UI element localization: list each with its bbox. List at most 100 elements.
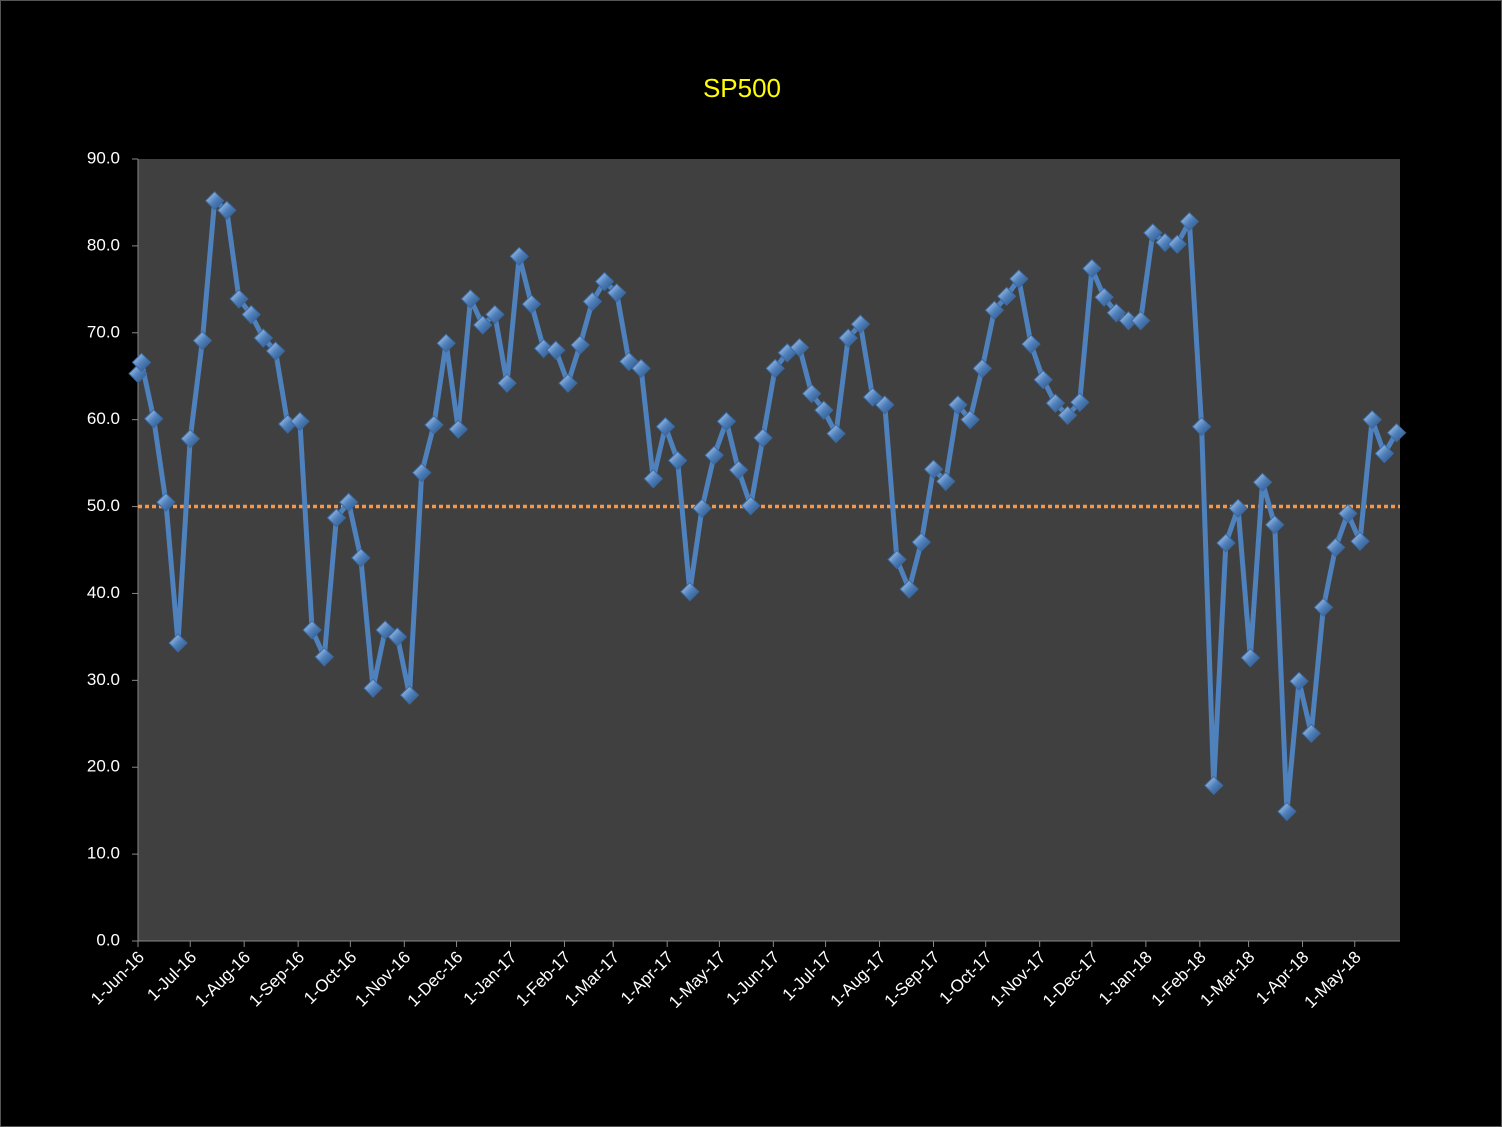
data-point bbox=[1228, 498, 1248, 519]
data-point bbox=[972, 358, 992, 379]
data-point bbox=[1167, 234, 1187, 254]
data-point bbox=[351, 548, 371, 568]
data-point bbox=[1021, 334, 1041, 354]
data-point bbox=[643, 469, 663, 489]
data-point bbox=[814, 400, 834, 420]
data-point bbox=[1362, 409, 1382, 430]
data-point bbox=[204, 190, 225, 211]
y-tick-label: 10.0 bbox=[87, 844, 120, 863]
data-point bbox=[156, 492, 176, 512]
data-point bbox=[412, 462, 432, 483]
data-point bbox=[460, 289, 481, 309]
data-point bbox=[338, 492, 359, 512]
data-point bbox=[875, 395, 895, 415]
data-point bbox=[716, 411, 737, 432]
data-point bbox=[1033, 369, 1053, 390]
data-point bbox=[168, 633, 188, 653]
data-point bbox=[326, 508, 347, 528]
data-point bbox=[1338, 503, 1358, 524]
data-point bbox=[570, 335, 590, 355]
data-point bbox=[631, 358, 651, 379]
data-point bbox=[302, 620, 322, 640]
data-point bbox=[582, 291, 603, 312]
data-point bbox=[497, 373, 517, 393]
plot-area bbox=[138, 159, 1400, 941]
data-point bbox=[899, 579, 919, 599]
data-point bbox=[192, 330, 213, 351]
data-point bbox=[1045, 393, 1066, 413]
data-point bbox=[984, 300, 1005, 320]
data-point bbox=[533, 338, 554, 359]
data-point bbox=[1216, 533, 1236, 553]
data-point bbox=[1179, 211, 1200, 232]
data-point bbox=[1301, 723, 1321, 744]
y-tick-label: 50.0 bbox=[87, 496, 120, 515]
y-tick-label: 90.0 bbox=[87, 148, 120, 167]
data-point bbox=[1057, 405, 1078, 426]
y-tick-label: 0.0 bbox=[96, 930, 120, 949]
data-point bbox=[838, 328, 858, 348]
y-tick-label: 20.0 bbox=[87, 757, 120, 776]
data-point bbox=[911, 532, 932, 552]
data-point bbox=[789, 337, 810, 358]
data-point bbox=[923, 459, 944, 479]
data-point bbox=[1386, 422, 1407, 443]
data-point bbox=[826, 423, 846, 444]
data-point bbox=[1325, 537, 1346, 558]
data-point bbox=[1143, 223, 1163, 243]
data-point bbox=[253, 328, 274, 348]
y-tick-label: 70.0 bbox=[87, 322, 120, 341]
data-point bbox=[1094, 287, 1114, 307]
y-tick-label: 40.0 bbox=[87, 583, 120, 602]
data-point bbox=[143, 409, 164, 429]
data-point bbox=[521, 294, 542, 314]
data-point bbox=[1082, 258, 1102, 279]
data-point bbox=[655, 416, 676, 437]
data-point bbox=[996, 286, 1017, 306]
data-point bbox=[1240, 648, 1261, 668]
data-point bbox=[1289, 671, 1309, 691]
data-point bbox=[472, 315, 493, 335]
data-point bbox=[1313, 597, 1334, 618]
data-point bbox=[436, 333, 456, 353]
data-point bbox=[741, 495, 761, 516]
data-point bbox=[801, 383, 822, 404]
data-point bbox=[1277, 801, 1297, 822]
data-point bbox=[728, 460, 749, 480]
data-point bbox=[1155, 232, 1175, 253]
data-point bbox=[753, 428, 773, 448]
data-point bbox=[1106, 303, 1126, 323]
y-tick-label: 30.0 bbox=[87, 670, 120, 689]
data-point bbox=[765, 358, 785, 379]
data-point bbox=[594, 271, 615, 292]
y-tick-label: 60.0 bbox=[87, 409, 120, 428]
data-point bbox=[1252, 472, 1273, 492]
data-point bbox=[485, 304, 505, 325]
data-point bbox=[619, 351, 639, 372]
data-point bbox=[448, 419, 468, 439]
data-point bbox=[1204, 775, 1224, 796]
data-point bbox=[290, 411, 310, 432]
data-point bbox=[375, 620, 395, 640]
data-point bbox=[424, 415, 444, 435]
data-point bbox=[862, 387, 883, 407]
data-point bbox=[692, 498, 712, 519]
data-point bbox=[558, 373, 578, 393]
data-point bbox=[1374, 443, 1395, 464]
data-point bbox=[131, 352, 152, 373]
data-point bbox=[1264, 515, 1285, 535]
data-point bbox=[680, 581, 700, 602]
data-point bbox=[935, 471, 956, 492]
data-point bbox=[850, 314, 871, 334]
data-point bbox=[1070, 392, 1090, 412]
data-point bbox=[229, 289, 249, 309]
chart-title: SP500 bbox=[703, 73, 781, 103]
data-point bbox=[265, 341, 286, 361]
data-point bbox=[1130, 310, 1151, 331]
data-point bbox=[363, 678, 383, 698]
data-point bbox=[180, 429, 200, 449]
data-point bbox=[1350, 531, 1370, 552]
data-point bbox=[960, 409, 980, 430]
data-point bbox=[704, 445, 724, 465]
